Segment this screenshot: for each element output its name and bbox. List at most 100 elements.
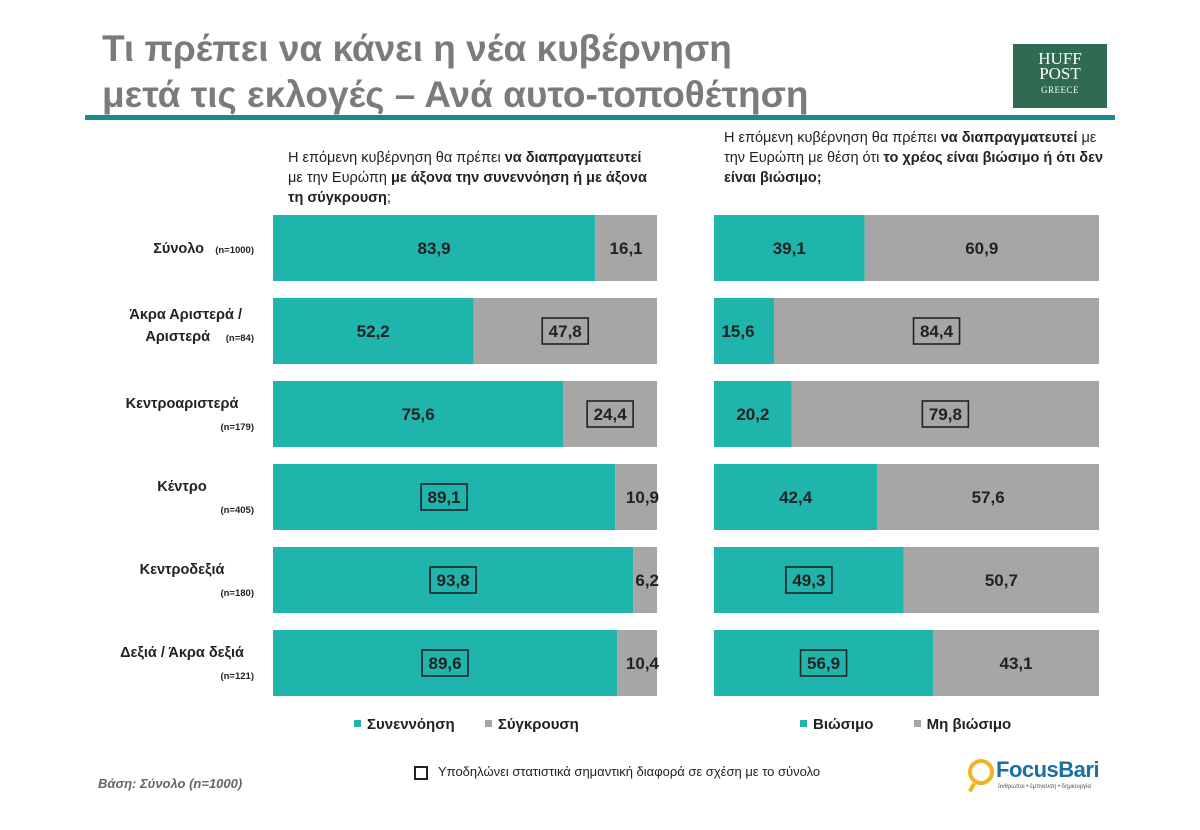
focusbari-logo: FocusBari άνθρωποι • έμπνευση • δημιουργ… (968, 757, 1128, 797)
bar-segment-viosimo (714, 215, 865, 281)
category-label: Κεντροαριστερά (126, 396, 239, 412)
significance-box (785, 566, 833, 594)
focusbari-logo-text: FocusBari (996, 757, 1100, 782)
bar-segment-synennoisi (273, 547, 634, 613)
significance-box (420, 483, 468, 511)
value-label: 47,8 (549, 322, 582, 341)
huffpost-logo: HUFF POST GREECE (1013, 44, 1107, 108)
legend-item-viosimo: Βιώσιμο (813, 716, 874, 733)
huffpost-logo-line1: HUFF (1038, 49, 1082, 68)
legend-swatch-gray (484, 720, 492, 727)
category-n-label: (n=179) (220, 422, 254, 433)
base-note: Βάση: Σύνολο (n=1000) (98, 776, 243, 791)
bar-segment-synennoisi (273, 215, 596, 281)
significance-box (429, 566, 477, 594)
significance-box (799, 649, 848, 677)
huffpost-logo-line3: GREECE (1041, 85, 1079, 95)
legend-item-mi-viosimo: Μη βιώσιμο (926, 716, 1012, 733)
value-label: 79,8 (929, 405, 962, 424)
significance-box (541, 317, 590, 345)
title-line-2: μετά τις εκλογές – Ανά αυτο-τοποθέτηση (102, 74, 809, 115)
question-left-text-5: ; (386, 190, 391, 206)
bar-segment-sygkrousi (473, 298, 657, 364)
bar-segment-mi-viosimo (864, 215, 1099, 281)
value-label: 56,9 (807, 654, 840, 673)
legend-swatch-teal (800, 720, 807, 727)
category-n-label: (n=405) (220, 505, 254, 516)
question-left-text-4: με άξονα την συνεννόηση ή με άξονα τη σύ… (288, 170, 647, 206)
bar-segment-mi-viosimo (791, 381, 1099, 447)
question-right-text-4: το χρέος είναι βιώσιμο ή ότι δεν είναι β… (724, 150, 1104, 186)
bar-segment-sygkrousi (595, 215, 657, 281)
category-n-label: (n=180) (220, 588, 254, 599)
bar-segment-viosimo (714, 381, 792, 447)
bar-segment-sygkrousi (633, 547, 657, 613)
significance-note-text: Υποδηλώνει στατιστικά σημαντική διαφορά … (438, 764, 821, 779)
category-label: Άκρα Αριστερά / (129, 307, 242, 323)
value-label: 10,9 (626, 488, 659, 507)
value-label: 60,9 (965, 239, 998, 258)
value-label: 39,1 (773, 239, 806, 258)
category-label: Κέντρο (157, 479, 207, 495)
value-label: 43,1 (999, 654, 1032, 673)
focusbari-tagline: άνθρωποι • έμπνευση • δημιουργία (998, 784, 1091, 790)
category-n-label: (n=84) (226, 333, 254, 344)
legend-swatch-teal (354, 720, 361, 727)
bar-segment-viosimo (714, 630, 934, 696)
value-label: 93,8 (437, 571, 470, 590)
value-label: 83,9 (418, 239, 451, 258)
significance-box (421, 649, 469, 677)
significance-box (912, 317, 961, 345)
category-n-label: (n=1000) (215, 245, 254, 256)
legend-item-synennoisi: Συνεννόηση (367, 716, 455, 733)
huffpost-logo-line2: POST (1039, 64, 1081, 83)
value-label: 16,1 (610, 239, 643, 258)
value-label: 57,6 (972, 488, 1005, 507)
bar-segment-viosimo (714, 547, 904, 613)
magnifier-handle (968, 782, 976, 793)
page-title: Τι πρέπει να κάνει η νέα κυβέρνηση μετά … (102, 26, 982, 118)
value-label: 24,4 (594, 405, 628, 424)
magnifier-icon (968, 759, 994, 785)
category-label: Κεντροδεξιά (140, 562, 225, 578)
question-right-text-1: Η επόμενη κυβέρνηση θα πρέπει (724, 130, 941, 146)
legend-swatch-gray (913, 720, 921, 727)
value-label: 15,6 (721, 322, 754, 341)
title-divider (85, 115, 1115, 120)
category-label: Δεξιά / Άκρα δεξιά (120, 645, 244, 661)
value-label: 10,4 (626, 654, 660, 673)
value-label: 50,7 (985, 571, 1018, 590)
bar-segment-synennoisi (273, 298, 474, 364)
category-label: Αριστερά (145, 329, 210, 345)
bar-segment-viosimo (714, 464, 878, 530)
bar-segment-mi-viosimo (877, 464, 1099, 530)
significance-box-icon (414, 766, 428, 780)
significance-box (921, 400, 970, 428)
significance-note: Υποδηλώνει στατιστικά σημαντική διαφορά … (414, 764, 820, 780)
legend-right: Βιώσιμο Μη βιώσιμο (800, 716, 1011, 733)
bar-segment-mi-viosimo (933, 630, 1099, 696)
bar-segment-sygkrousi (617, 630, 657, 696)
legend-left: Συνεννόηση Σύγκρουση (354, 716, 579, 733)
bar-segment-sygkrousi (615, 464, 657, 530)
bar-segment-mi-viosimo (774, 298, 1099, 364)
value-label: 89,6 (428, 654, 461, 673)
bar-segment-synennoisi (273, 381, 564, 447)
value-label: 89,1 (428, 488, 461, 507)
bar-segment-mi-viosimo (903, 547, 1099, 613)
question-left-text-1: Η επόμενη κυβέρνηση θα πρέπει (288, 150, 505, 166)
value-label: 84,4 (920, 322, 954, 341)
title-line-1: Τι πρέπει να κάνει η νέα κυβέρνηση (102, 28, 732, 69)
bar-segment-synennoisi (273, 464, 616, 530)
question-left: Η επόμενη κυβέρνηση θα πρέπει να διαπραγ… (288, 148, 648, 208)
category-label: Σύνολο (153, 241, 204, 257)
legend-item-sygkrousi: Σύγκρουση (497, 716, 579, 733)
value-label: 75,6 (402, 405, 435, 424)
value-label: 52,2 (357, 322, 390, 341)
question-right: Η επόμενη κυβέρνηση θα πρέπει να διαπραγ… (724, 128, 1104, 188)
value-label: 6,2 (635, 571, 659, 590)
bar-segment-synennoisi (273, 630, 618, 696)
value-label: 42,4 (779, 488, 813, 507)
category-n-label: (n=121) (220, 671, 254, 682)
